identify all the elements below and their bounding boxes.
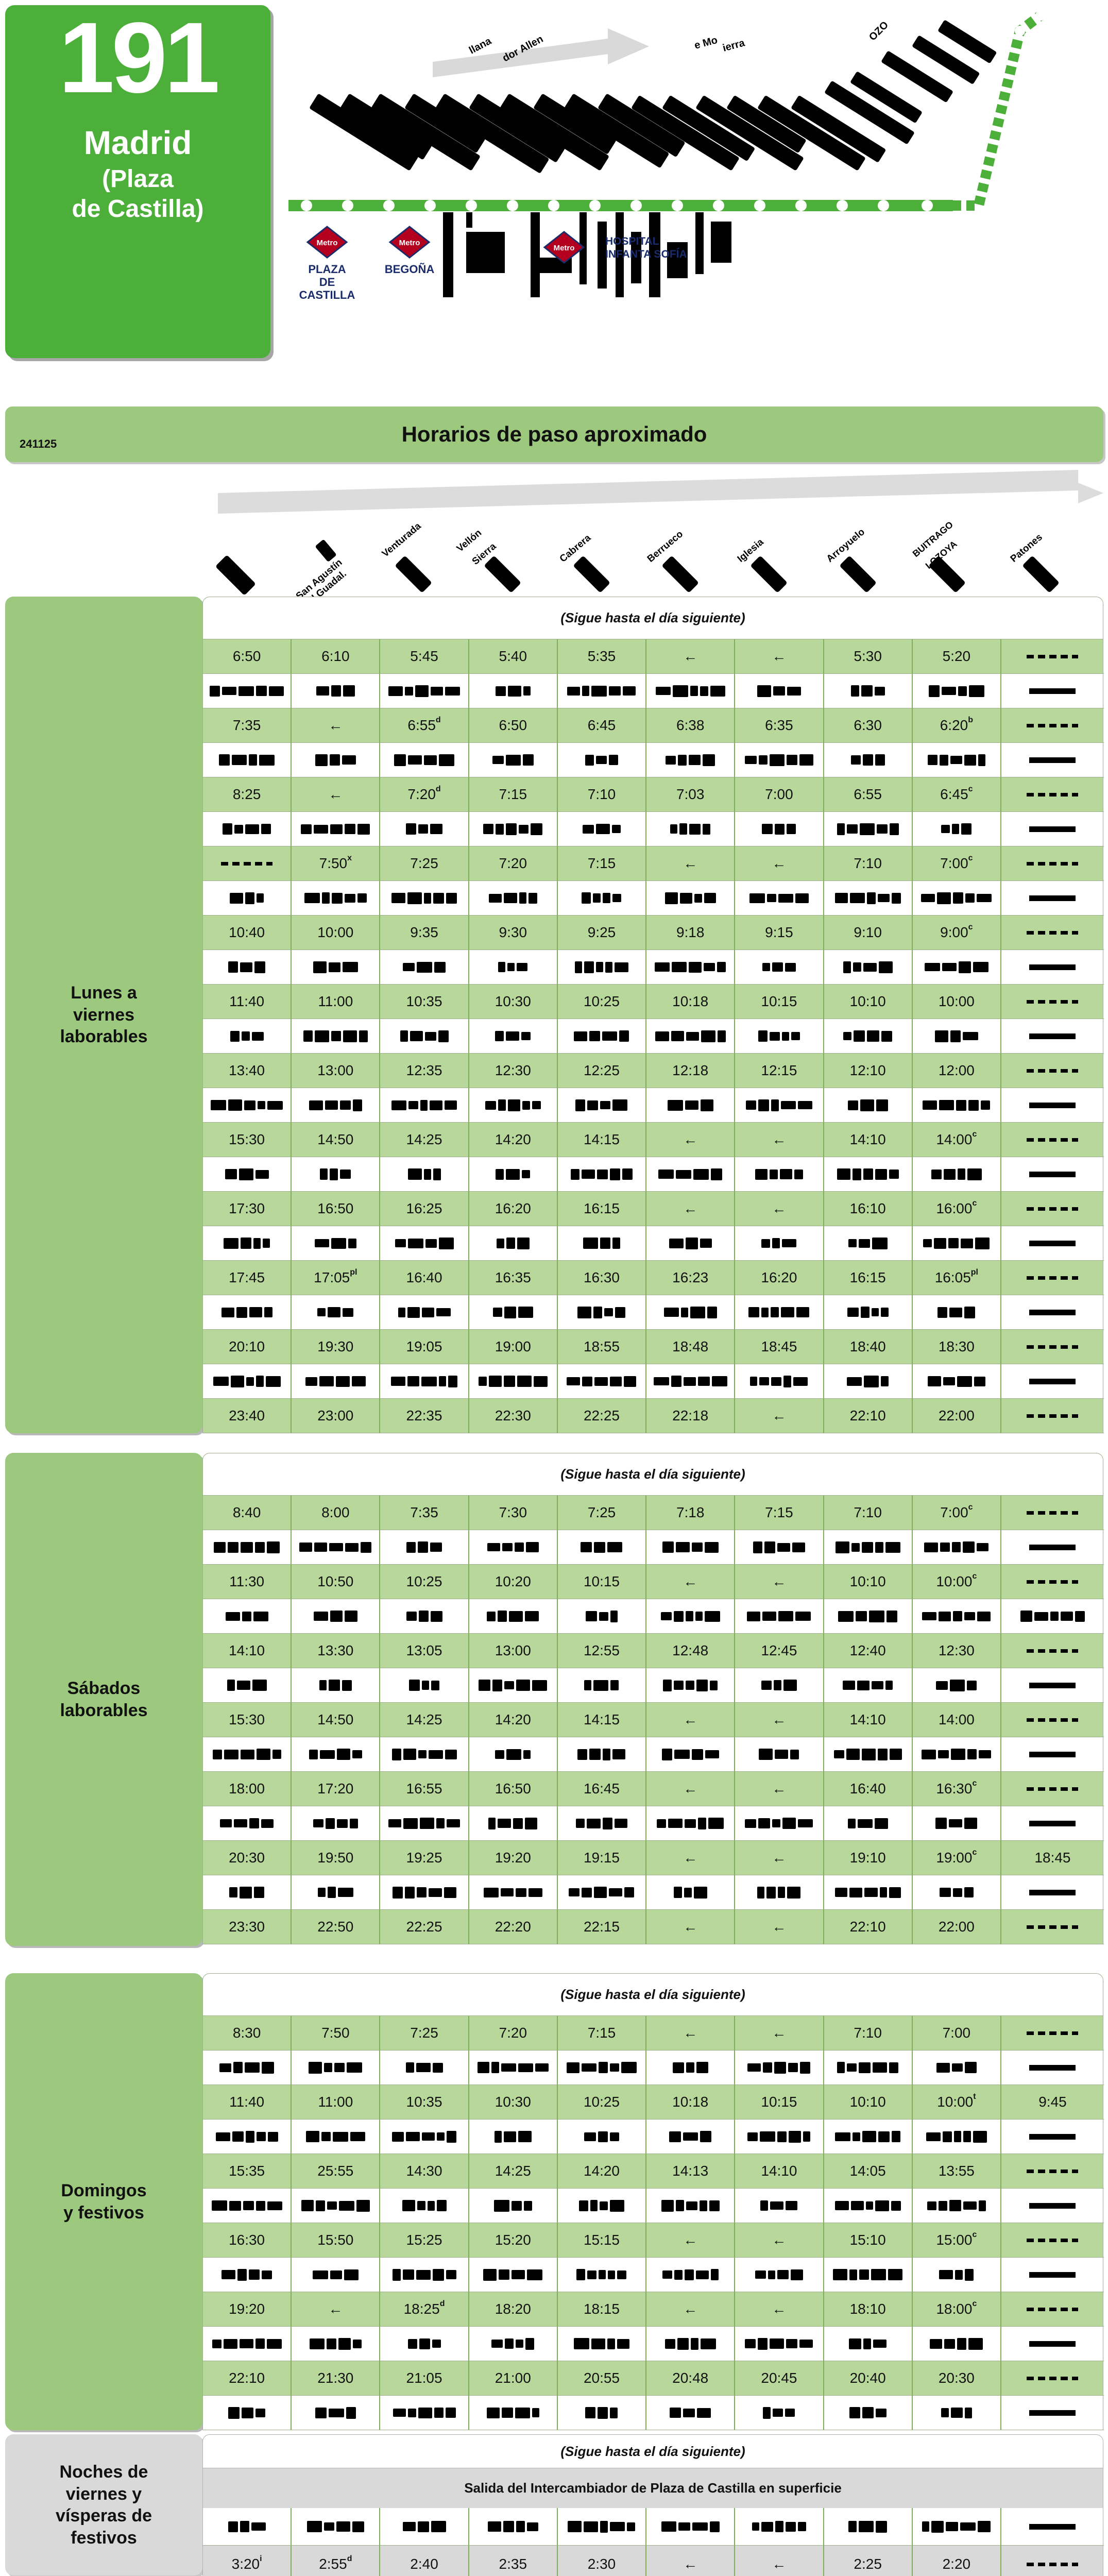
svg-text:ierra: ierra <box>722 37 746 54</box>
svg-text:PLAZA: PLAZA <box>308 263 346 276</box>
svg-text:Metro: Metro <box>317 239 338 247</box>
svg-text:Vellón: Vellón <box>455 528 484 554</box>
svg-text:Arroyuelo: Arroyuelo <box>825 527 867 565</box>
svg-text:HOSPITAL: HOSPITAL <box>605 235 659 247</box>
svg-text:CASTILLA: CASTILLA <box>299 289 355 301</box>
svg-text:Metro: Metro <box>399 239 420 247</box>
svg-text:Cabrera: Cabrera <box>558 532 593 565</box>
svg-text:INFANTA SOFÍA: INFANTA SOFÍA <box>605 248 687 260</box>
svg-text:BEGOÑA: BEGOÑA <box>385 263 435 276</box>
svg-text:Patones: Patones <box>1009 532 1045 565</box>
svg-text:Metro: Metro <box>554 244 575 252</box>
svg-text:OZO: OZO <box>867 19 891 43</box>
svg-text:Venturada: Venturada <box>380 520 423 559</box>
svg-text:Berrueco: Berrueco <box>645 529 685 565</box>
svg-text:llana: llana <box>467 35 493 56</box>
svg-text:e Mo: e Mo <box>693 35 719 52</box>
svg-text:DE: DE <box>319 276 335 289</box>
